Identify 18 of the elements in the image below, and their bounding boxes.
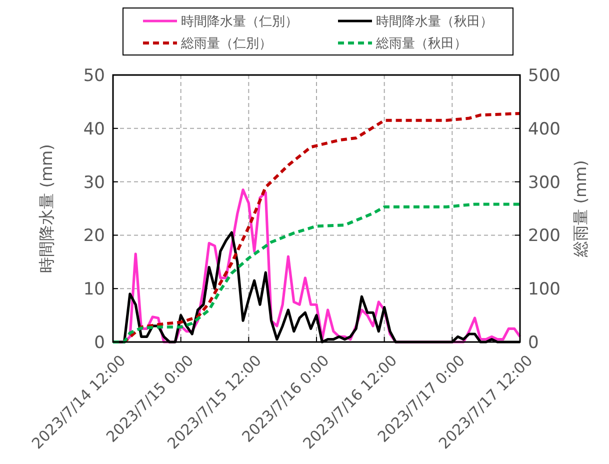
y-tick-label: 20 bbox=[83, 226, 105, 246]
legend-label: 総雨量（仁別） bbox=[180, 36, 272, 52]
y2-tick-label: 400 bbox=[528, 119, 560, 140]
y-tick-label: 10 bbox=[83, 280, 105, 300]
y2-tick-label: 500 bbox=[528, 66, 560, 86]
y2-tick-label: 300 bbox=[528, 172, 560, 193]
y2-axis-title: 総雨量 (mm) bbox=[571, 160, 590, 258]
y-tick-label: 50 bbox=[83, 66, 105, 86]
legend-label: 時間降水量（秋田） bbox=[376, 14, 493, 30]
y2-tick-label: 200 bbox=[528, 226, 560, 246]
legend-label: 時間降水量（仁別） bbox=[181, 14, 298, 30]
y-tick-label: 0 bbox=[94, 332, 105, 353]
y-tick-label: 40 bbox=[83, 119, 105, 140]
y2-tick-label: 0 bbox=[528, 332, 539, 353]
y-axis-title: 時間降水量 (mm) bbox=[37, 144, 56, 273]
legend-label: 総雨量（秋田） bbox=[375, 36, 467, 52]
y2-tick-label: 100 bbox=[528, 280, 560, 300]
y-tick-label: 30 bbox=[83, 172, 105, 193]
